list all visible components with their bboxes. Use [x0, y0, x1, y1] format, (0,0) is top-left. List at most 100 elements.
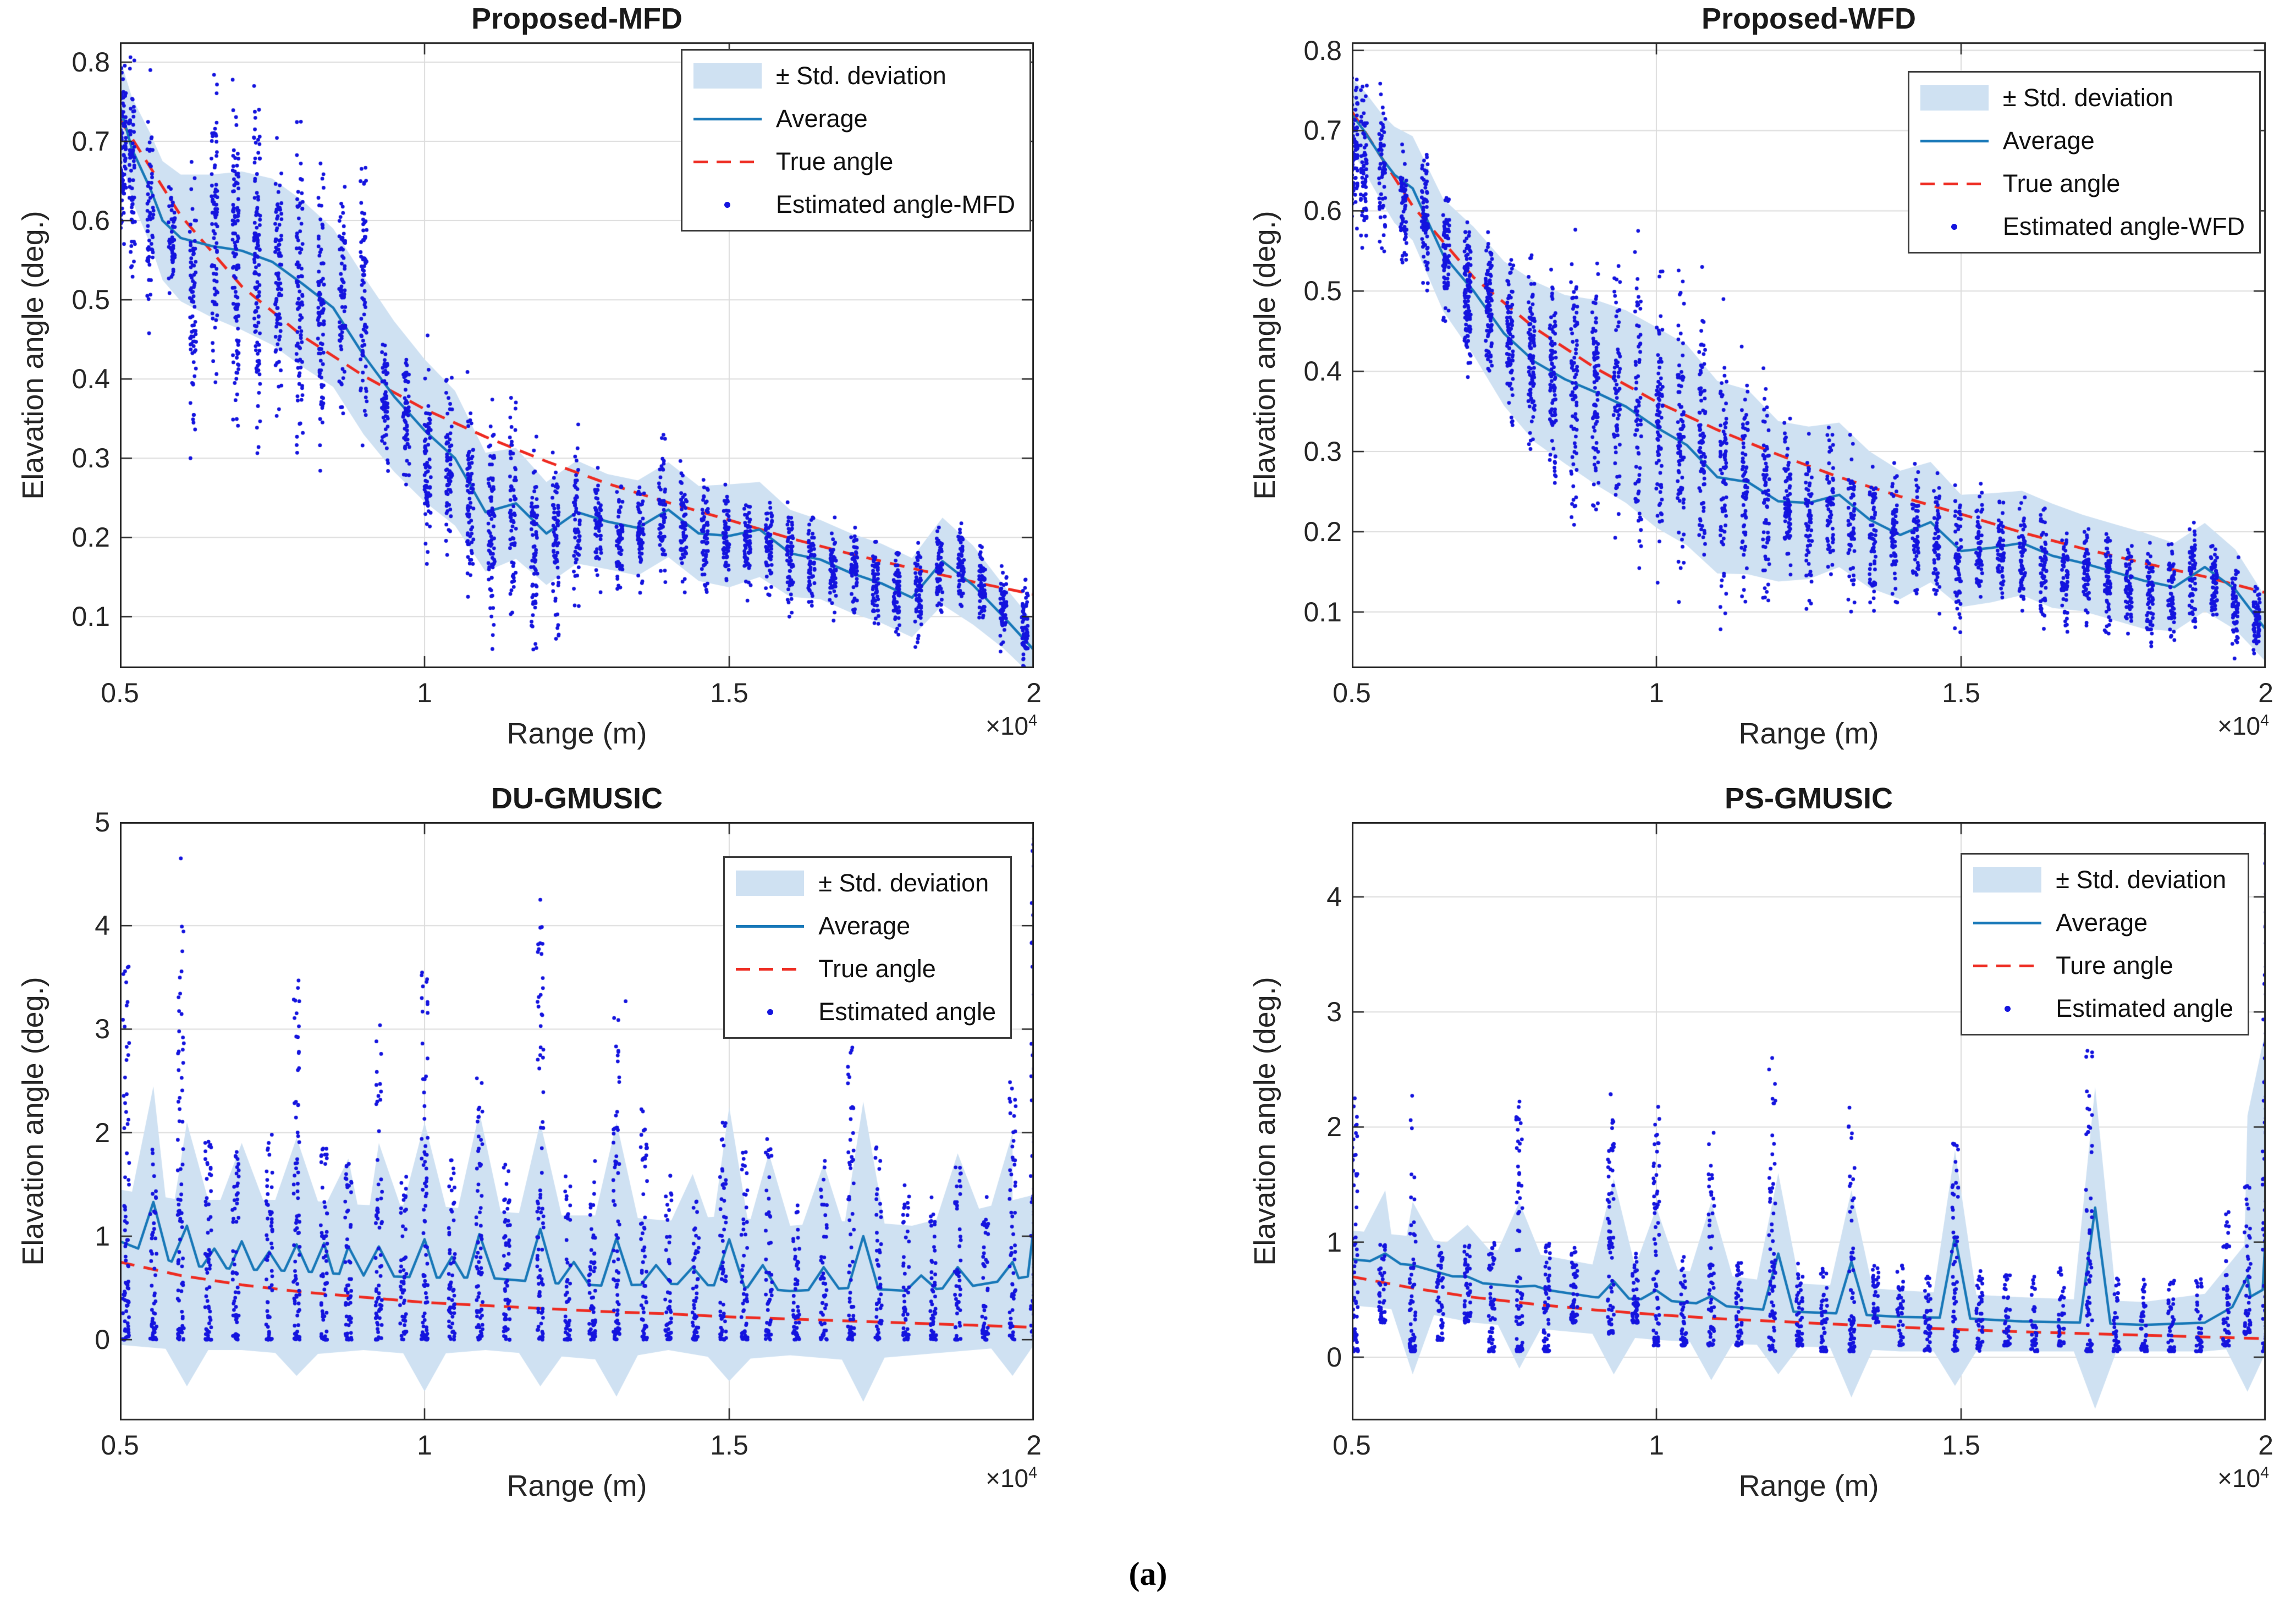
legend-item: ± Std. deviation: [693, 62, 1015, 90]
legend-label: Average: [2002, 126, 2095, 155]
legend-item: Average: [1920, 126, 2245, 155]
estimated-angle-dot-icon: [767, 1009, 773, 1015]
y-tick-label: 4: [95, 910, 110, 941]
legend-item: True angle: [736, 955, 996, 983]
x-tick-label: 1.5: [1942, 1430, 1980, 1461]
y-tick-label: 0.8: [71, 47, 110, 78]
x-axis-multiplier: ×104: [2217, 712, 2269, 740]
x-tick-label: 2: [1026, 1430, 1042, 1461]
y-tick-label: 2: [1326, 1111, 1342, 1143]
true-angle-dash-icon: [1920, 182, 1989, 185]
y-tick-label: 0: [1326, 1341, 1342, 1373]
y-tick-label: 0.5: [71, 284, 110, 316]
x-tick-label: 1: [1649, 1430, 1664, 1461]
std-deviation-patch-icon: [736, 871, 805, 896]
plot-title: Proposed-WFD: [1702, 2, 1916, 35]
y-tick-label: 0.7: [1303, 115, 1342, 146]
y-tick-label: 3: [1326, 996, 1342, 1028]
x-tick-label: 0.5: [1333, 677, 1371, 708]
y-tick-label: 4: [1326, 882, 1342, 912]
legend-item: Average: [736, 912, 996, 940]
y-tick-label: 0.4: [1303, 356, 1342, 387]
x-tick-label: 1.5: [710, 1430, 748, 1461]
subplot-proposed-mfd: Proposed-MFD Elavation angle (deg.) Rang…: [16, 2, 1042, 750]
y-tick-label: 0.3: [71, 443, 110, 474]
x-tick-label: 2: [1026, 677, 1042, 708]
y-axis-label: Elavation angle (deg.): [1248, 211, 1281, 500]
plot-title: Proposed-MFD: [471, 2, 682, 35]
y-tick-label: 0.6: [71, 205, 110, 236]
y-axis-label: Elavation angle (deg.): [16, 211, 49, 500]
legend-label: Estimated angle-WFD: [2002, 212, 2245, 240]
legend-item: Estimated angle-MFD: [693, 190, 1015, 219]
legend-label: ± Std. deviation: [775, 62, 946, 90]
std-deviation-patch-icon: [1920, 85, 1989, 111]
legend-item: Estimated angle: [1973, 994, 2233, 1023]
y-tick-label: 0.2: [1303, 516, 1342, 547]
y-tick-label: 0.8: [1303, 35, 1342, 66]
legend: ± Std. deviation Average True angle Estimat…: [723, 856, 1012, 1039]
x-axis-multiplier: ×104: [2217, 1464, 2269, 1492]
y-tick-label: 0.6: [1303, 195, 1342, 227]
y-axis-label: Elavation angle (deg.): [16, 977, 49, 1266]
x-tick-label: 1.5: [1942, 677, 1980, 708]
y-tick-label: 3: [95, 1013, 110, 1045]
x-tick-label: 2: [2258, 1430, 2273, 1461]
x-tick-label: 1: [417, 1430, 432, 1461]
y-tick-label: 1: [1326, 1226, 1342, 1258]
legend-item: Average: [1973, 908, 2233, 937]
legend-label: ± Std. deviation: [818, 869, 989, 897]
average-line-icon: [693, 117, 762, 120]
x-axis-label: Range (m): [1738, 717, 1879, 750]
y-tick-label: 0.7: [71, 126, 110, 157]
legend-item: True angle: [1920, 169, 2245, 198]
y-tick-label: 1: [95, 1220, 110, 1252]
legend-label: Estimated angle: [2056, 994, 2233, 1022]
legend-label: ± Std. deviation: [2056, 866, 2227, 894]
y-tick-label: 0.1: [1303, 596, 1342, 627]
legend-item: Average: [693, 104, 1015, 133]
legend: ± Std. deviation Average Ture angle Estimat…: [1961, 853, 2249, 1035]
y-tick-label: 0.2: [71, 522, 110, 553]
std-deviation-patch-icon: [693, 63, 762, 89]
y-tick-label: 5: [95, 807, 110, 838]
plot-title: DU-GMUSIC: [491, 782, 663, 815]
figure-caption: (a): [1128, 1556, 1168, 1592]
subplot-proposed-wfd: Proposed-WFD Elavation angle (deg.) Rang…: [1248, 2, 2273, 750]
estimated-angle-dot-icon: [724, 201, 731, 208]
legend-item: True angle: [693, 147, 1015, 176]
legend-label: ± Std. deviation: [2002, 84, 2173, 112]
y-tick-label: 0.5: [1303, 276, 1342, 307]
x-tick-label: 2: [2258, 677, 2273, 708]
y-tick-label: 0: [95, 1324, 110, 1356]
x-axis-multiplier: ×104: [985, 712, 1037, 740]
average-line-icon: [1920, 139, 1989, 142]
legend-item: Ture angle: [1973, 951, 2233, 980]
plot-title: PS-GMUSIC: [1724, 782, 1893, 815]
legend-item: ± Std. deviation: [1973, 866, 2233, 894]
x-axis-multiplier: ×104: [985, 1464, 1037, 1492]
subplot-du-gmusic: DU-GMUSIC Elavation angle (deg.) Range (…: [16, 782, 1042, 1502]
y-tick-label: 2: [95, 1117, 110, 1148]
true-angle-dash-icon: [736, 967, 805, 971]
legend-item: Estimated angle-WFD: [1920, 212, 2245, 241]
legend-label: Average: [2056, 908, 2148, 937]
x-axis-label: Range (m): [506, 1469, 647, 1502]
legend-item: Estimated angle: [736, 998, 996, 1026]
x-tick-label: 1: [417, 677, 432, 708]
x-axis-label: Range (m): [506, 717, 647, 750]
x-axis-label: Range (m): [1738, 1469, 1879, 1502]
estimated-angle-dot-icon: [2004, 1005, 2011, 1012]
y-tick-label: 0.4: [71, 363, 110, 395]
y-tick-label: 0.3: [1303, 436, 1342, 467]
true-angle-dash-icon: [693, 160, 762, 163]
legend: ± Std. deviation Average True angle Estimat…: [680, 49, 1031, 232]
legend-label: Average: [818, 912, 911, 940]
legend-label: Average: [775, 104, 868, 133]
legend-label: Estimated angle: [818, 998, 996, 1026]
y-tick-label: 0.1: [71, 601, 110, 632]
legend-item: ± Std. deviation: [736, 869, 996, 897]
true-angle-dash-icon: [1973, 964, 2042, 967]
y-axis-label: Elavation angle (deg.): [1248, 977, 1281, 1266]
